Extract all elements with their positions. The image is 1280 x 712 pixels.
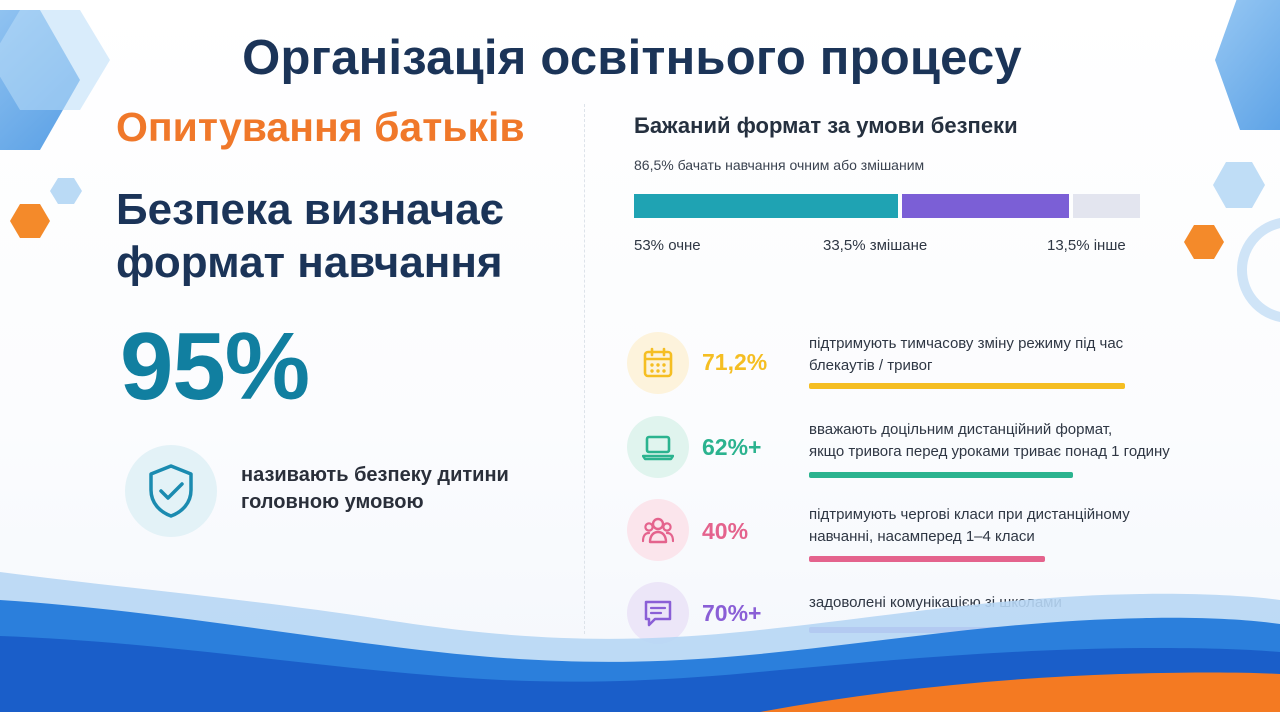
stat-description-line: навчанні, насамперед 1–4 класи — [809, 528, 1035, 545]
safety-caption-line: головною умовою — [241, 491, 424, 513]
stat-description-line: підтримують чергові класи при дистанційн… — [809, 506, 1130, 523]
hexagon-decoration — [1213, 162, 1265, 208]
format-bar-segment-other — [1073, 194, 1140, 218]
safety-caption: називають безпеку дитини головною умовою — [241, 462, 561, 516]
stat-value: 62%+ — [702, 434, 762, 460]
stat-description: підтримують тимчасову зміну режиму під ч… — [809, 333, 1209, 377]
shield-badge — [125, 445, 217, 537]
hexagon-decoration — [50, 178, 82, 204]
hexagon-decoration — [1184, 225, 1224, 259]
format-bar-segment-in-person — [634, 194, 898, 218]
format-label-other: 13,5% інше — [1047, 237, 1126, 254]
headline-line: формат навчання — [116, 238, 503, 287]
stat-underline — [809, 556, 1045, 562]
stat-description: вважають доцільним дистанційний формат, … — [809, 419, 1209, 463]
survey-subtitle: Опитування батьків — [116, 104, 525, 150]
stat-icon-badge — [627, 332, 689, 394]
safety-caption-line: називають безпеку дитини — [241, 464, 509, 486]
chat-icon — [644, 600, 672, 627]
format-label-mixed: 33,5% змішане — [823, 237, 928, 254]
shield-check-icon — [149, 464, 193, 518]
stat-icon-badge — [627, 499, 689, 561]
laptop-icon — [642, 435, 674, 461]
stat-value: 71,2% — [702, 349, 768, 375]
hexagon-decoration — [10, 204, 50, 238]
format-bar-segment-mixed — [902, 194, 1069, 218]
stat-value: 70%+ — [702, 600, 762, 626]
page-title: Організація освітнього процесу — [242, 31, 1022, 85]
stat-description-line: вважають доцільним дистанційний формат, — [809, 421, 1113, 438]
hexagon-decoration — [1215, 0, 1280, 130]
format-section-title: Бажаний формат за умови безпеки — [634, 113, 1018, 138]
stat-description-line: підтримують тимчасову зміну режиму під ч… — [809, 335, 1124, 352]
headline: Безпека визначає формат навчання — [116, 183, 576, 289]
column-divider — [584, 104, 585, 634]
stat-description-line: якщо тривога перед уроками триває понад … — [809, 443, 1170, 460]
stat-icon-badge — [627, 582, 689, 644]
calendar-icon — [643, 347, 673, 378]
ring-decoration — [1237, 217, 1280, 323]
people-icon — [642, 517, 674, 544]
stat-underline — [809, 472, 1073, 478]
format-label-in-person: 53% очне — [634, 237, 701, 254]
stat-icon-badge — [627, 416, 689, 478]
format-section-note: 86,5% бачать навчання очним або змішаним — [634, 157, 925, 173]
stat-description-line: блекаутів / тривог — [809, 357, 933, 374]
stat-underline — [809, 383, 1125, 389]
bottom-wave-decoration — [0, 572, 1280, 712]
headline-line: Безпека визначає — [116, 185, 504, 234]
hexagon-decoration — [0, 10, 110, 110]
stat-value: 40% — [702, 518, 749, 544]
big-percentage: 95% — [120, 313, 310, 420]
stat-description: підтримують чергові класи при дистанційн… — [809, 504, 1209, 548]
